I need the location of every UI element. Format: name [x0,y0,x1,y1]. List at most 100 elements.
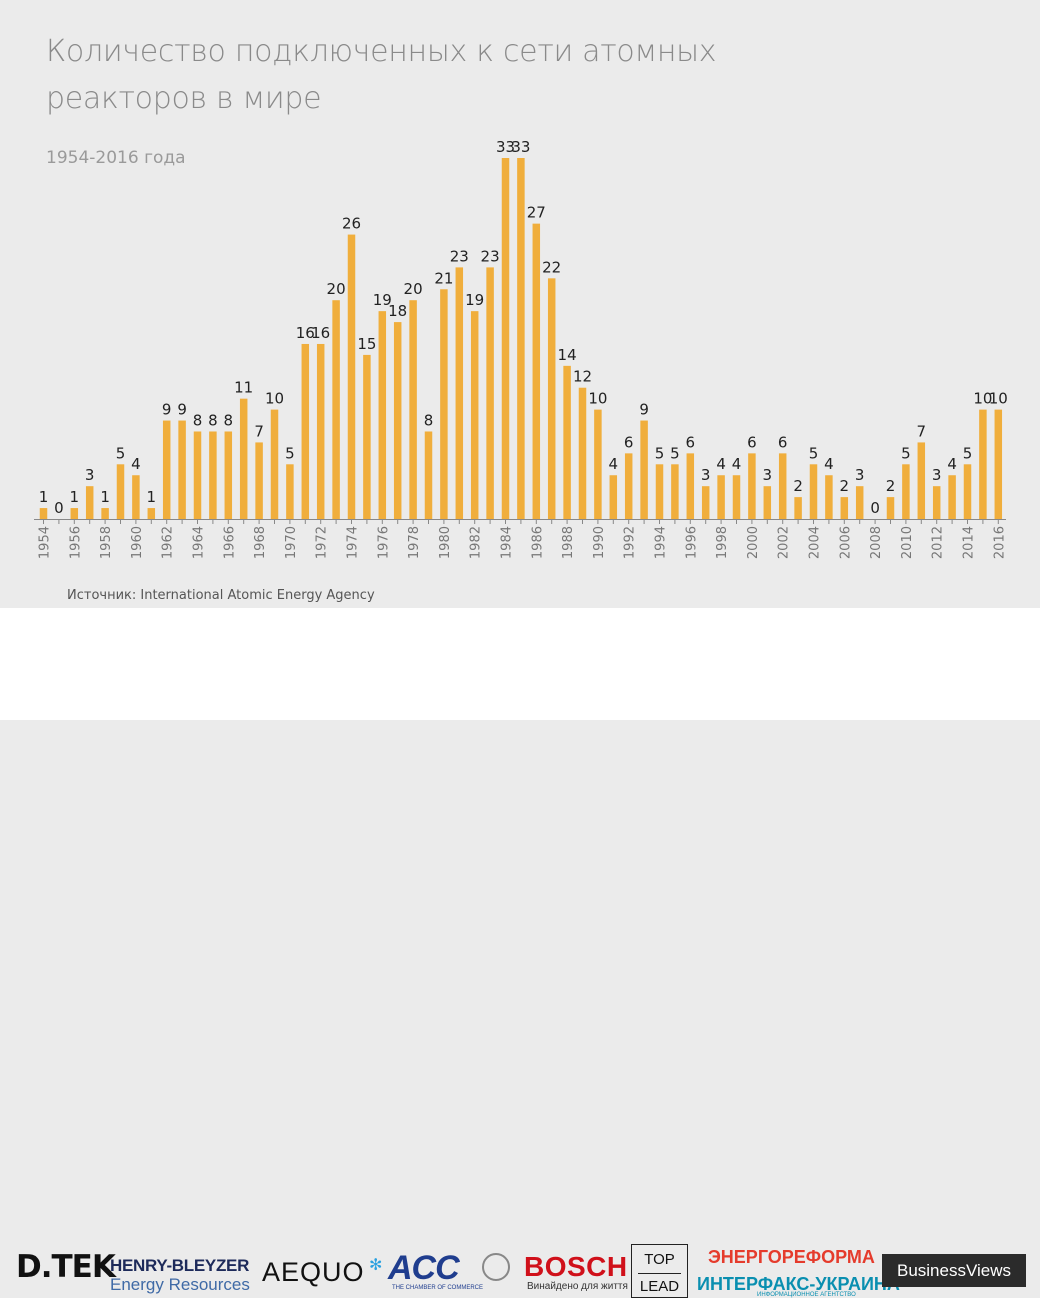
energoreforma-logo: ЭНЕРГОРЕФОРМА [708,1247,875,1267]
sponsor-footer: D.TEK HENRY-BLEYZER Energy Resources AEQ… [0,608,1040,1298]
x-tick-label-1986: 1986 [530,526,545,559]
bar-1977 [393,322,402,519]
bar-2011 [917,442,926,519]
data-label-1969: 10 [265,390,284,408]
chart-title: Количество подключенных к сети атомных р… [46,34,717,116]
bar-1994 [655,464,664,519]
bar-1976 [378,311,387,519]
x-tick-label-2000: 2000 [746,526,761,559]
x-tick-label-1984: 1984 [500,526,515,559]
data-label-1986: 27 [527,204,546,222]
bar-1968 [255,442,263,519]
bar-2004 [809,464,818,519]
bar-1965 [209,431,217,519]
bar-2009 [886,497,895,519]
bar-1958 [101,508,109,519]
data-label-1959: 5 [116,444,126,462]
bar-1985 [517,158,525,519]
data-label-1981: 23 [450,247,469,265]
data-label-1966: 8 [224,411,234,429]
bar-1956 [70,508,79,519]
bar-1963 [178,420,186,519]
data-label-1970: 5 [285,444,295,462]
source-note: Источник: International Atomic Energy Ag… [67,588,375,603]
data-label-1999: 4 [732,455,742,473]
data-label-1985: 33 [511,138,530,156]
bar-2010 [902,464,910,519]
bosch-logo: BOSCH [524,1251,628,1282]
bar-1971 [301,343,310,519]
data-label-2011: 7 [917,422,927,440]
bar-1984 [501,158,510,519]
data-label-1992: 6 [624,433,634,451]
x-tick-label-1980: 1980 [438,526,453,559]
bar-1975 [363,354,371,519]
data-label-2004: 5 [809,444,819,462]
data-label-1961: 1 [147,488,157,506]
data-label-1983: 23 [481,247,500,265]
x-tick-label-1966: 1966 [222,526,237,559]
x-tick-label-1956: 1956 [68,526,83,559]
bar-2002 [778,453,787,519]
data-label-1964: 8 [193,411,203,429]
data-label-1980: 21 [434,269,453,287]
bar-1981 [455,267,464,519]
data-label-2009: 2 [886,477,896,495]
data-label-1974: 26 [342,215,361,233]
data-label-1997: 3 [701,466,711,484]
top-lead-logo: TOP LEAD [631,1244,688,1298]
x-tick-label-2016: 2016 [992,526,1007,559]
x-tick-label-2002: 2002 [777,526,792,559]
bar-1967 [239,398,248,519]
x-tick-label-1968: 1968 [253,526,268,559]
x-tick-label-1992: 1992 [623,526,638,559]
x-tick-label-1994: 1994 [654,526,669,559]
x-tick-label-2010: 2010 [900,526,915,559]
bar-2000 [748,453,756,519]
data-label-2002: 6 [778,433,788,451]
bar-1954 [39,508,48,519]
bar-1990 [594,409,602,519]
data-label-2003: 2 [793,477,803,495]
x-tick-label-1962: 1962 [161,526,176,559]
data-label-1991: 4 [609,455,619,473]
data-label-2001: 3 [763,466,773,484]
x-tick-label-2014: 2014 [962,526,977,559]
x-tick-label-2004: 2004 [808,526,823,559]
bar-1972 [316,343,325,519]
x-tick-label-1960: 1960 [130,526,145,559]
bar-2012 [932,486,941,519]
data-label-2006: 2 [840,477,850,495]
data-label-1971: 16 [296,324,315,342]
bar-1986 [532,223,541,520]
bosch-slogan: Винайдено для життя [527,1281,628,1292]
bar-1959 [116,464,125,519]
data-label-1998: 4 [716,455,726,473]
data-label-1995: 5 [670,444,680,462]
bar-1982 [470,311,479,519]
x-tick-label-1972: 1972 [315,526,330,559]
henry-bleyzer-subtitle: Energy Resources [110,1275,250,1294]
bar-2013 [948,475,956,519]
bar-1999 [732,475,741,519]
data-label-2010: 5 [901,444,911,462]
bar-1961 [147,508,156,519]
x-tick-label-1958: 1958 [99,526,114,559]
snowflake-icon: ✻ [369,1255,383,1274]
bar-1996 [686,453,695,519]
data-label-1965: 8 [208,411,218,429]
data-label-1977: 18 [388,302,407,320]
bar-2016 [994,409,1003,519]
x-tick-label-1978: 1978 [407,526,422,559]
interfax-subtitle: ИНФОРМАЦИОННОЕ АГЕНТСТВО [757,1292,856,1298]
data-label-2015: 10 [973,390,992,408]
bar-2014 [963,464,972,519]
data-label-1993: 9 [639,401,649,419]
data-label-2016: 10 [989,390,1008,408]
data-label-1973: 20 [327,280,346,298]
bar-1960 [132,475,140,519]
data-label-1978: 20 [404,280,423,298]
data-label-1957: 3 [85,466,95,484]
bar-1978 [409,300,417,519]
